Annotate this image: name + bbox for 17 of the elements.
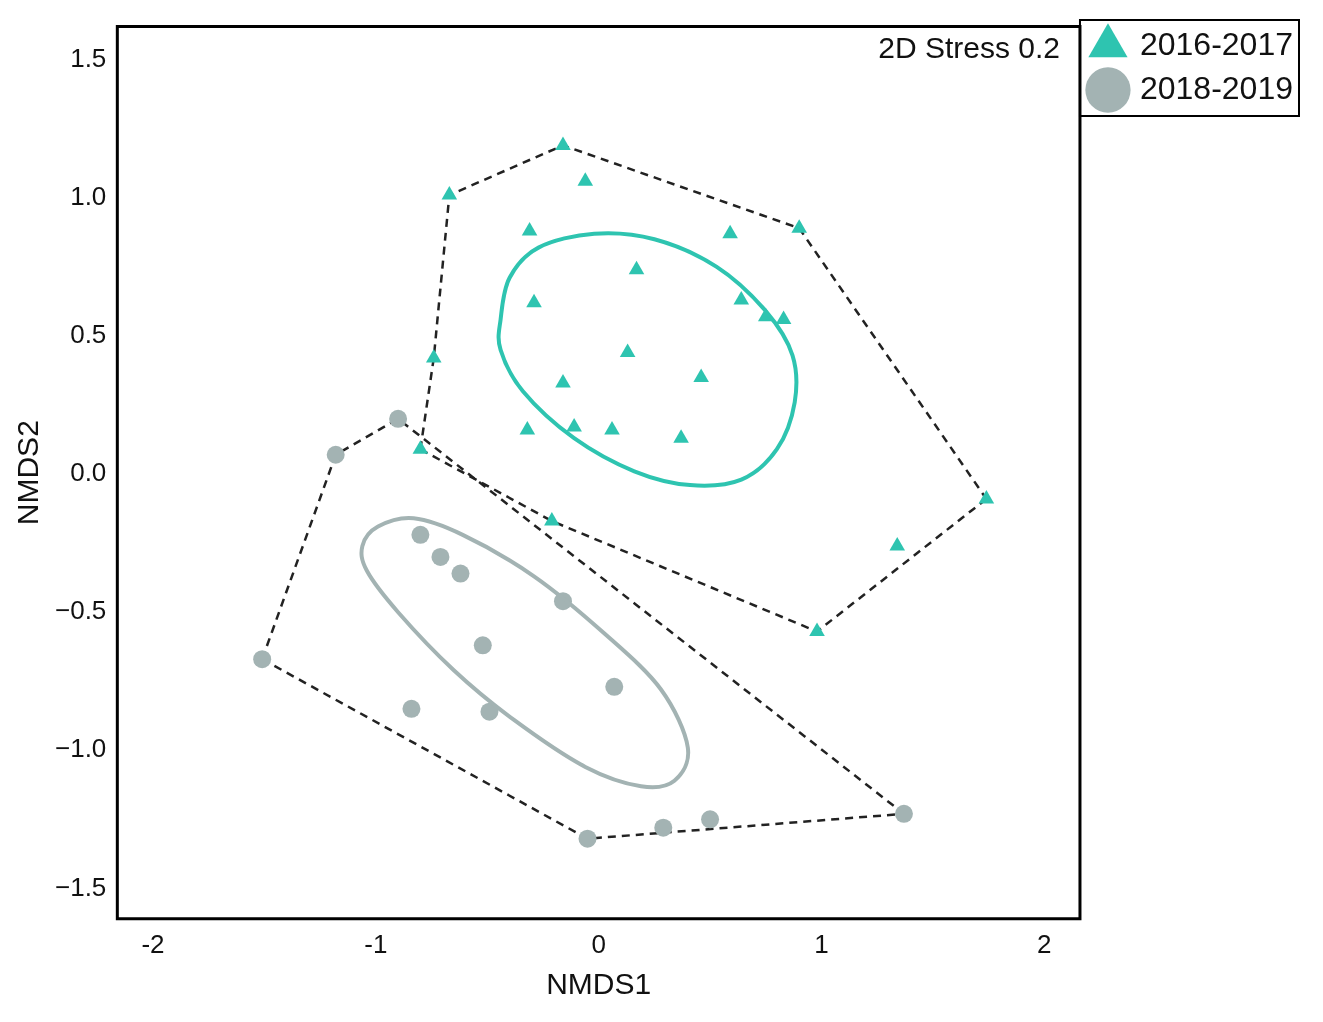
- x-axis-title: NMDS1: [546, 967, 652, 1001]
- y-tick-label: −1.0: [55, 733, 107, 764]
- y-tick-label: −1.5: [55, 871, 107, 902]
- x-tick-label: 0: [591, 928, 606, 959]
- x-tick-label: -2: [141, 928, 165, 959]
- x-tick-label: 2: [1037, 928, 1052, 959]
- legend-label: 2018-2019: [1139, 69, 1293, 106]
- x-tick-label: 1: [814, 928, 829, 959]
- y-tick-label: 0.0: [70, 457, 107, 488]
- annotation: 2D Stress 0.2: [878, 30, 1060, 64]
- x-tick-label: -1: [364, 928, 388, 959]
- y-tick-label: 0.5: [70, 319, 107, 350]
- y-tick-label: 1.0: [70, 181, 107, 212]
- y-tick-label: 1.5: [70, 42, 107, 73]
- y-tick-label: −0.5: [55, 595, 107, 626]
- legend-label: 2016-2017: [1139, 25, 1293, 62]
- y-axis-title: NMDS2: [11, 420, 45, 526]
